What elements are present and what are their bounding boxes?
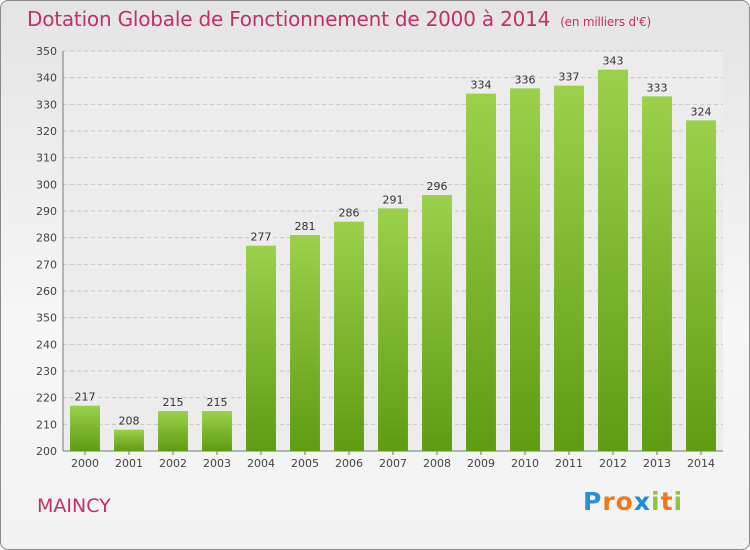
data-label: 337 [559, 71, 580, 84]
x-tick-label: 2005 [291, 457, 319, 470]
x-tick-label: 2000 [71, 457, 99, 470]
x-tick-label: 2010 [511, 457, 539, 470]
data-label: 281 [295, 220, 316, 233]
bar [642, 96, 672, 451]
x-tick-label: 2001 [115, 457, 143, 470]
title-text: Dotation Globale de Fonctionnement de 20… [27, 7, 551, 31]
data-label: 343 [603, 55, 624, 68]
bar [554, 85, 584, 452]
bar [686, 120, 716, 451]
logo-letter: o [615, 487, 634, 516]
data-label: 215 [163, 396, 184, 409]
x-tick-label: 2011 [555, 457, 583, 470]
logo-letter: i [673, 487, 684, 516]
x-tick-label: 2008 [423, 457, 451, 470]
x-tick-label: 2007 [379, 457, 407, 470]
y-tick-label: 270 [36, 258, 57, 271]
bar [202, 411, 232, 451]
data-label: 336 [515, 73, 536, 86]
commune-name: MAINCY [37, 495, 111, 517]
y-tick-label: 200 [36, 445, 57, 458]
x-tick-label: 2002 [159, 457, 187, 470]
y-tick-label: 240 [36, 338, 57, 351]
y-tick-label: 300 [36, 178, 57, 191]
chart-title: Dotation Globale de Fonctionnement de 20… [27, 7, 651, 31]
logo-letter: x [633, 487, 651, 516]
bar [70, 405, 100, 451]
bar [158, 411, 188, 451]
x-tick-label: 2013 [643, 457, 671, 470]
data-label: 286 [339, 207, 360, 220]
data-label: 334 [471, 79, 492, 92]
x-tick-label: 2014 [687, 457, 715, 470]
x-tick-label: 2009 [467, 457, 495, 470]
logo-letter: i [651, 487, 661, 516]
logo-letter: r [602, 487, 616, 516]
data-label: 296 [427, 180, 448, 193]
logo-letter: t [660, 487, 674, 516]
data-label: 217 [75, 391, 96, 404]
proxiti-logo: Proxiti [583, 487, 683, 516]
bar [334, 221, 364, 451]
y-tick-label: 260 [36, 285, 57, 298]
bar [510, 88, 540, 451]
x-tick-label: 2004 [247, 457, 275, 470]
chart-subtitle: (en milliers d'€) [560, 15, 651, 29]
x-tick-label: 2012 [599, 457, 627, 470]
y-tick-label: 310 [36, 152, 57, 165]
logo-letter: P [583, 487, 603, 516]
bar [466, 93, 496, 452]
bar [246, 245, 276, 451]
y-tick-label: 330 [36, 98, 57, 111]
data-label: 277 [251, 231, 272, 244]
y-tick-label: 340 [36, 72, 57, 85]
x-tick-label: 2003 [203, 457, 231, 470]
bar [290, 235, 320, 451]
y-tick-label: 290 [36, 205, 57, 218]
y-tick-label: 280 [36, 232, 57, 245]
x-tick-label: 2006 [335, 457, 363, 470]
y-tick-label: 220 [36, 392, 57, 405]
data-label: 291 [383, 193, 404, 206]
data-label: 215 [207, 396, 228, 409]
y-tick-label: 320 [36, 125, 57, 138]
bar [114, 429, 144, 451]
data-label: 333 [647, 81, 668, 94]
y-tick-label: 350 [36, 45, 57, 58]
y-tick-label: 210 [36, 418, 57, 431]
bar [422, 195, 452, 451]
y-tick-label: 350 [36, 312, 57, 325]
y-tick-label: 230 [36, 365, 57, 378]
data-label: 208 [119, 415, 140, 428]
bar [598, 69, 628, 452]
bar [378, 208, 408, 451]
data-label: 324 [691, 105, 712, 118]
